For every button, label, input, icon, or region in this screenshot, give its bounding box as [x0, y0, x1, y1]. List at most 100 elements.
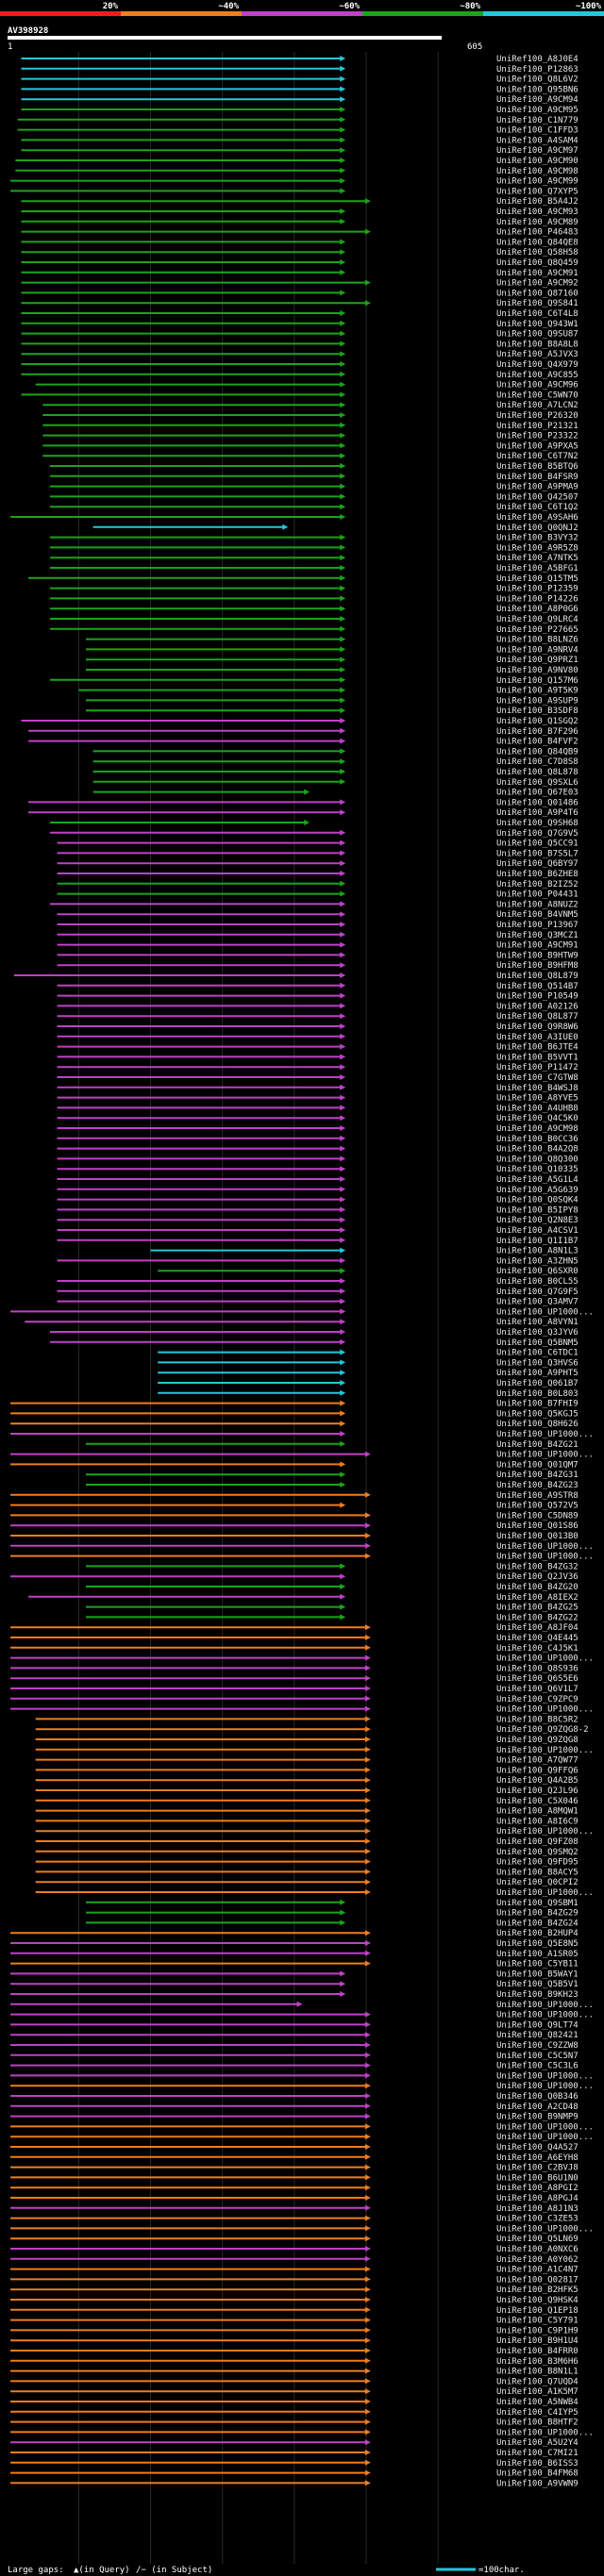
hit-row[interactable]: UniRef100_B5BTQ6: [49, 462, 579, 472]
hit-row[interactable]: UniRef100_C5Y791: [10, 2317, 579, 2326]
hit-label[interactable]: UniRef100_B5WAY1: [496, 1969, 579, 1979]
hit-row[interactable]: UniRef100_Q4X979: [21, 360, 579, 370]
hit-row[interactable]: UniRef100_C9ZPC9: [10, 1695, 579, 1704]
hit-label[interactable]: UniRef100_B0CC36: [496, 1135, 579, 1144]
hit-row[interactable]: UniRef100_A9PHT5: [158, 1369, 579, 1378]
hit-label[interactable]: UniRef100_Q5B5V1: [496, 1980, 579, 1989]
hit-label[interactable]: UniRef100_UP1000...: [496, 2428, 594, 2437]
hit-label[interactable]: UniRef100_Q8L877: [496, 1012, 579, 1022]
hit-row[interactable]: UniRef100_C1FFD3: [17, 126, 579, 136]
hit-row[interactable]: UniRef100_P12359: [49, 585, 579, 594]
hit-label[interactable]: UniRef100_A9PHT5: [496, 1369, 579, 1378]
hit-row[interactable]: UniRef100_B4FVF2: [28, 738, 579, 747]
hit-label[interactable]: UniRef100_C4IYP5: [496, 2408, 579, 2418]
hit-row[interactable]: UniRef100_Q013B0: [10, 1532, 579, 1541]
hit-row[interactable]: UniRef100_A9CM93: [21, 208, 579, 217]
hit-row[interactable]: UniRef100_Q4A2B5: [35, 1776, 579, 1786]
hit-row[interactable]: UniRef100_B4FRR0: [10, 2347, 579, 2356]
hit-row[interactable]: UniRef100_Q7G9F5: [57, 1288, 579, 1297]
hit-row[interactable]: UniRef100_B4FM68: [10, 2469, 579, 2479]
hit-label[interactable]: UniRef100_B4ZG29: [496, 1909, 579, 1919]
hit-label[interactable]: UniRef100_Q6S5E6: [496, 1674, 579, 1684]
hit-row[interactable]: UniRef100_B9NMP9: [10, 2113, 579, 2122]
hit-row[interactable]: UniRef100_Q0SQK4: [57, 1196, 579, 1205]
hit-row[interactable]: UniRef100_UP1000...: [10, 1705, 594, 1715]
hit-row[interactable]: UniRef100_B6ISS3: [10, 2459, 579, 2468]
hit-label[interactable]: UniRef100_A8I6C9: [496, 1817, 579, 1826]
hit-row[interactable]: UniRef100_C5C5N7: [10, 2052, 579, 2061]
hit-label[interactable]: UniRef100_Q9SU87: [496, 330, 579, 340]
hit-label[interactable]: UniRef100_P27665: [496, 625, 579, 635]
hit-label[interactable]: UniRef100_C1N779: [496, 116, 579, 125]
hit-label[interactable]: UniRef100_Q9SMQ2: [496, 1848, 579, 1857]
hit-row[interactable]: UniRef100_Q9FD95: [35, 1858, 579, 1868]
hit-label[interactable]: UniRef100_A8NUZ2: [496, 900, 579, 909]
hit-label[interactable]: UniRef100_UP1000...: [496, 1307, 594, 1317]
hit-row[interactable]: UniRef100_Q0B346: [10, 2092, 579, 2102]
hit-row[interactable]: UniRef100_Q8L879: [13, 972, 579, 981]
hit-row[interactable]: UniRef100_A9CM96: [35, 381, 579, 391]
hit-label[interactable]: UniRef100_B4A2Q8: [496, 1145, 579, 1155]
hit-row[interactable]: UniRef100_A9CM95: [21, 106, 579, 115]
hit-label[interactable]: UniRef100_B3SDF8: [496, 706, 579, 716]
hit-row[interactable]: UniRef100_B2HFK5: [10, 2285, 579, 2295]
hit-label[interactable]: UniRef100_Q9ZQG8-2: [496, 1725, 589, 1735]
hit-row[interactable]: UniRef100_Q4C5K0: [57, 1114, 579, 1123]
hit-row[interactable]: UniRef100_Q6SXR0: [158, 1267, 579, 1276]
hit-row[interactable]: UniRef100_A3ZHN5: [57, 1256, 579, 1266]
hit-label[interactable]: UniRef100_B9HFM8: [496, 961, 579, 971]
hit-row[interactable]: UniRef100_Q8Q459: [21, 258, 579, 268]
hit-label[interactable]: UniRef100_C1FFD3: [496, 126, 579, 136]
hit-row[interactable]: UniRef100_Q5BNM5: [49, 1338, 579, 1348]
hit-row[interactable]: UniRef100_C6T4L8: [21, 309, 579, 319]
hit-label[interactable]: UniRef100_Q01486: [496, 798, 579, 807]
hit-label[interactable]: UniRef100_Q8S936: [496, 1664, 579, 1673]
hit-row[interactable]: UniRef100_A8J1N3: [10, 2204, 579, 2214]
hit-label[interactable]: UniRef100_A9NV80: [496, 666, 579, 675]
hit-label[interactable]: UniRef100_A1K5M7: [496, 2387, 579, 2397]
hit-row[interactable]: UniRef100_UP1000...: [35, 1827, 594, 1836]
hit-label[interactable]: UniRef100_Q9FZ08: [496, 1837, 579, 1847]
hit-label[interactable]: UniRef100_B4FRR0: [496, 2347, 579, 2356]
hit-row[interactable]: UniRef100_UP1000...: [10, 1307, 594, 1317]
hit-label[interactable]: UniRef100_B2HUP4: [496, 1929, 579, 1938]
hit-row[interactable]: UniRef100_C5C3L6: [10, 2062, 579, 2071]
hit-label[interactable]: UniRef100_A9CM99: [496, 177, 579, 187]
hit-row[interactable]: UniRef100_Q87160: [21, 289, 579, 298]
hit-row[interactable]: UniRef100_B0L803: [158, 1389, 579, 1399]
hit-label[interactable]: UniRef100_Q943W1: [496, 320, 579, 329]
hit-label[interactable]: UniRef100_A6EYH8: [496, 2153, 579, 2163]
hit-row[interactable]: UniRef100_C6T1Q2: [49, 503, 579, 512]
hit-row[interactable]: UniRef100_Q5KGJ5: [10, 1409, 579, 1419]
hit-row[interactable]: UniRef100_Q3HVS6: [158, 1358, 579, 1368]
hit-label[interactable]: UniRef100_A3IUE0: [496, 1033, 579, 1042]
hit-row[interactable]: UniRef100_B3M6H6: [10, 2357, 579, 2367]
hit-row[interactable]: UniRef100_A8PGI2: [10, 2184, 579, 2193]
hit-label[interactable]: UniRef100_C5Y791: [496, 2317, 579, 2326]
hit-label[interactable]: UniRef100_Q8Q300: [496, 1155, 579, 1164]
hit-row[interactable]: UniRef100_B8LNZ6: [86, 636, 579, 645]
hit-row[interactable]: UniRef100_A8P0G6: [49, 605, 579, 614]
hit-row[interactable]: UniRef100_A9VWN9: [10, 2479, 579, 2488]
hit-label[interactable]: UniRef100_C4J5K1: [496, 1644, 579, 1654]
hit-label[interactable]: UniRef100_B8LNZ6: [496, 636, 579, 645]
hit-row[interactable]: UniRef100_B7S5L7: [57, 849, 579, 858]
hit-label[interactable]: UniRef100_Q02817: [496, 2275, 579, 2285]
hit-row[interactable]: UniRef100_B4ZG25: [86, 1604, 579, 1613]
hit-row[interactable]: UniRef100_B4ZG31: [86, 1471, 579, 1480]
hit-row[interactable]: UniRef100_A9PXA5: [42, 441, 579, 451]
hit-row[interactable]: UniRef100_A8PGJ4: [10, 2194, 579, 2203]
hit-row[interactable]: UniRef100_A5BFG1: [49, 564, 579, 573]
hit-row[interactable]: UniRef100_A7LCN2: [42, 401, 579, 410]
hit-row[interactable]: UniRef100_B6ZHE8: [57, 870, 579, 879]
hit-label[interactable]: UniRef100_A8MQW1: [496, 1807, 579, 1817]
hit-label[interactable]: UniRef100_A9R5Z8: [496, 543, 579, 553]
hit-label[interactable]: UniRef100_Q95BN6: [496, 85, 579, 94]
hit-label[interactable]: UniRef100_C5DN89: [496, 1511, 579, 1521]
hit-row[interactable]: UniRef100_Q6BY97: [57, 859, 579, 869]
hit-label[interactable]: UniRef100_Q5BNM5: [496, 1338, 579, 1348]
hit-row[interactable]: UniRef100_B0CL55: [57, 1277, 579, 1287]
hit-label[interactable]: UniRef100_Q7UQD4: [496, 2377, 579, 2386]
hit-row[interactable]: UniRef100_Q42507: [49, 492, 579, 502]
hit-row[interactable]: UniRef100_A9T5K9: [78, 687, 579, 696]
